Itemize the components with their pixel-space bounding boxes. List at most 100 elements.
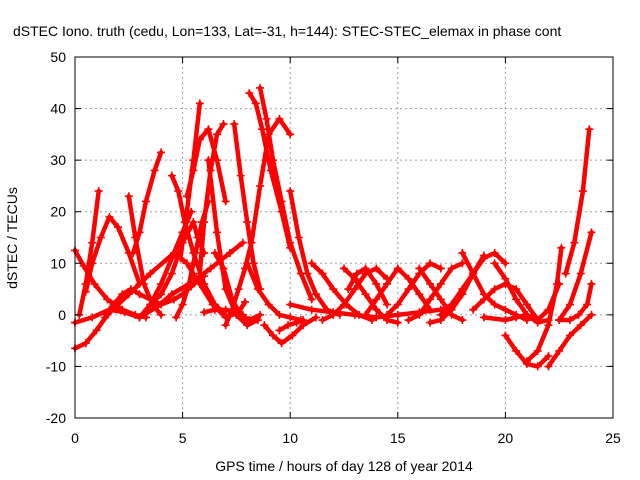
data-point-marker: [286, 238, 295, 247]
data-point-marker: [583, 300, 592, 309]
data-point-marker: [522, 357, 531, 366]
data-point-marker: [415, 290, 424, 299]
data-point-marker: [533, 318, 542, 327]
data-point-marker: [109, 300, 118, 309]
data-point-marker: [210, 305, 219, 314]
data-point-marker: [157, 279, 166, 288]
data-point-marker: [383, 310, 392, 319]
data-point-marker: [129, 248, 138, 257]
data-point-marker: [294, 233, 303, 242]
data-point-marker: [174, 187, 183, 196]
data-point-marker: [120, 308, 129, 317]
data-point-marker: [286, 130, 295, 139]
data-point-marker: [225, 248, 234, 257]
data-point-marker: [182, 207, 191, 216]
data-point-marker: [383, 300, 392, 309]
data-point-marker: [318, 316, 327, 325]
data-point-marker: [167, 290, 176, 299]
data-point-marker: [553, 279, 562, 288]
x-tick-label: 25: [605, 430, 621, 446]
data-series-46: [556, 230, 594, 323]
data-point-marker: [275, 326, 284, 335]
data-point-marker: [436, 279, 445, 288]
data-point-marker: [352, 269, 361, 278]
data-point-marker: [204, 156, 213, 165]
data-point-marker: [284, 321, 293, 330]
data-point-marker: [436, 264, 445, 273]
data-point-marker: [157, 290, 166, 299]
data-point-marker: [372, 295, 381, 304]
data-point-marker: [533, 362, 542, 371]
data-point-marker: [213, 130, 222, 139]
data-point-marker: [576, 321, 585, 330]
data-point-marker: [307, 305, 316, 314]
data-point-marker: [383, 279, 392, 288]
data-point-marker: [393, 264, 402, 273]
data-point-marker: [228, 305, 237, 314]
data-series-18: [212, 250, 263, 323]
data-point-marker: [587, 279, 596, 288]
data-point-marker: [561, 269, 570, 278]
data-point-marker: [312, 290, 321, 299]
data-point-marker: [393, 318, 402, 327]
data-point-marker: [479, 313, 488, 322]
data-point-marker: [361, 264, 370, 273]
data-point-marker: [150, 166, 159, 175]
data-point-marker: [286, 313, 295, 322]
data-point-marker: [490, 259, 499, 268]
data-point-marker: [303, 269, 312, 278]
data-point-marker: [157, 300, 166, 309]
data-point-marker: [565, 316, 574, 325]
data-series-28: [309, 261, 375, 323]
x-tick-label: 20: [498, 430, 514, 446]
data-point-marker: [243, 259, 252, 268]
data-point-marker: [277, 339, 286, 348]
data-point-marker: [88, 313, 97, 322]
data-point-marker: [458, 248, 467, 257]
data-point-marker: [436, 295, 445, 304]
data-point-marker: [361, 290, 370, 299]
data-point-marker: [258, 125, 267, 134]
data-point-marker: [176, 254, 185, 263]
y-tick-label: 40: [50, 101, 66, 117]
data-point-marker: [268, 156, 277, 165]
data-point-marker: [576, 269, 585, 278]
data-point-marker: [426, 259, 435, 268]
data-point-marker: [245, 316, 254, 325]
data-point-marker: [555, 346, 564, 355]
data-point-marker: [307, 259, 316, 268]
data-series-23: [262, 315, 319, 346]
data-point-marker: [479, 254, 488, 263]
data-point-marker: [185, 279, 194, 288]
data-point-marker: [90, 279, 99, 288]
data-point-marker: [118, 290, 127, 299]
data-point-marker: [512, 295, 521, 304]
data-point-marker: [296, 316, 305, 325]
data-point-marker: [393, 310, 402, 319]
data-point-marker: [578, 187, 587, 196]
data-point-marker: [501, 305, 510, 314]
data-point-marker: [172, 313, 181, 322]
data-point-marker: [404, 274, 413, 283]
data-series-5: [77, 188, 101, 318]
data-point-marker: [312, 313, 321, 322]
x-tick-label: 0: [71, 430, 79, 446]
data-point-marker: [393, 300, 402, 309]
data-point-marker: [81, 339, 90, 348]
data-point-marker: [501, 274, 510, 283]
data-point-marker: [426, 279, 435, 288]
data-point-marker: [512, 313, 521, 322]
data-point-marker: [415, 310, 424, 319]
data-point-marker: [230, 120, 239, 129]
plot-frame: [74, 56, 614, 419]
data-point-marker: [587, 228, 596, 237]
data-point-marker: [79, 261, 88, 270]
data-point-marker: [372, 305, 381, 314]
data-point-marker: [275, 310, 284, 319]
x-axis-label: GPS time / hours of day 128 of year 2014: [215, 458, 473, 474]
data-point-marker: [307, 295, 316, 304]
data-point-marker: [512, 285, 521, 294]
data-point-marker: [241, 297, 250, 306]
data-point-marker: [557, 243, 566, 252]
data-point-marker: [178, 300, 187, 309]
